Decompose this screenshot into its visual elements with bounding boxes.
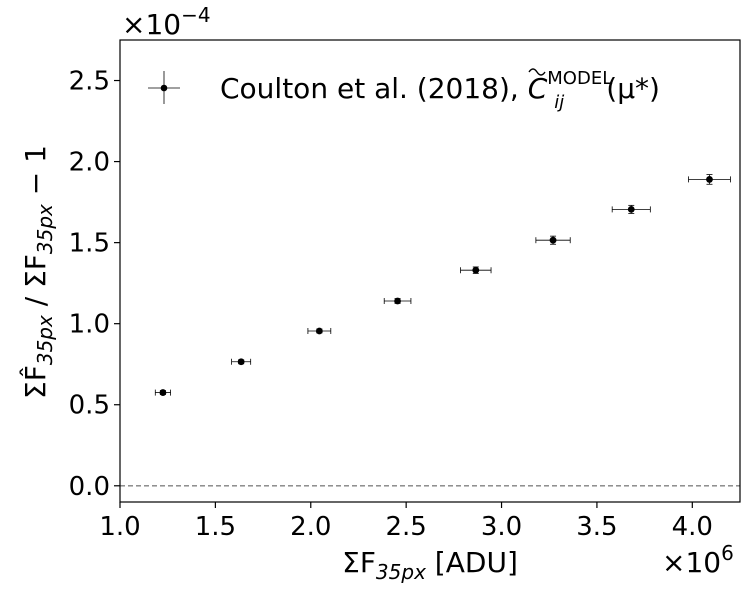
x-tick-label: 2.0 bbox=[290, 512, 331, 542]
point-marker bbox=[315, 327, 323, 335]
x-tick-label: 1.5 bbox=[195, 512, 236, 542]
plot-frame bbox=[119, 39, 741, 503]
y-axis-ticks: 0.0 0.5 1.0 1.5 2.0 2.5 bbox=[69, 67, 120, 502]
legend-label: Coulton et al. (2018), CMODEL ij (μ*) bbox=[220, 68, 660, 113]
y-multiplier: ×10−4 bbox=[122, 3, 211, 41]
y-axis-label: ΣF̂35px / ΣF35px − 1 bbox=[19, 145, 57, 399]
x-axis-label: ΣF35px [ADU] bbox=[342, 546, 518, 584]
point-marker bbox=[394, 297, 401, 305]
point-marker bbox=[472, 266, 480, 274]
data-point bbox=[231, 358, 252, 366]
data-point bbox=[611, 204, 651, 214]
data-point bbox=[460, 266, 492, 274]
data-point bbox=[535, 235, 571, 245]
y-tick-label: 0.0 bbox=[69, 472, 110, 502]
legend-marker bbox=[148, 71, 180, 104]
y-tick-label: 1.0 bbox=[69, 310, 110, 340]
legend-tilde bbox=[528, 68, 546, 76]
x-tick-label: 4.0 bbox=[672, 512, 713, 542]
point-marker bbox=[549, 236, 557, 244]
x-tick-label: 3.0 bbox=[481, 512, 522, 542]
y-tick-label: 1.5 bbox=[69, 229, 110, 259]
point-marker bbox=[237, 358, 245, 366]
point-marker bbox=[627, 206, 635, 213]
y-tick-label: 2.0 bbox=[69, 148, 110, 178]
x-tick-label: 3.5 bbox=[576, 512, 617, 542]
x-tick-label: 2.5 bbox=[385, 512, 426, 542]
point-marker bbox=[706, 176, 713, 183]
data-point bbox=[307, 327, 332, 335]
point-marker bbox=[159, 389, 167, 396]
data-point bbox=[688, 174, 731, 185]
legend: Coulton et al. (2018), CMODEL ij (μ*) bbox=[148, 68, 660, 113]
x-tick-label: 1.0 bbox=[99, 512, 140, 542]
x-axis-ticks: 1.0 1.5 2.0 2.5 3.0 3.5 4.0 bbox=[99, 502, 713, 542]
y-tick-label: 0.5 bbox=[69, 391, 110, 421]
data-points bbox=[154, 174, 731, 396]
x-multiplier: ×106 bbox=[662, 541, 734, 579]
data-point bbox=[383, 297, 412, 305]
plot-area bbox=[120, 40, 740, 502]
data-point bbox=[154, 389, 171, 396]
y-tick-label: 2.5 bbox=[69, 67, 110, 97]
